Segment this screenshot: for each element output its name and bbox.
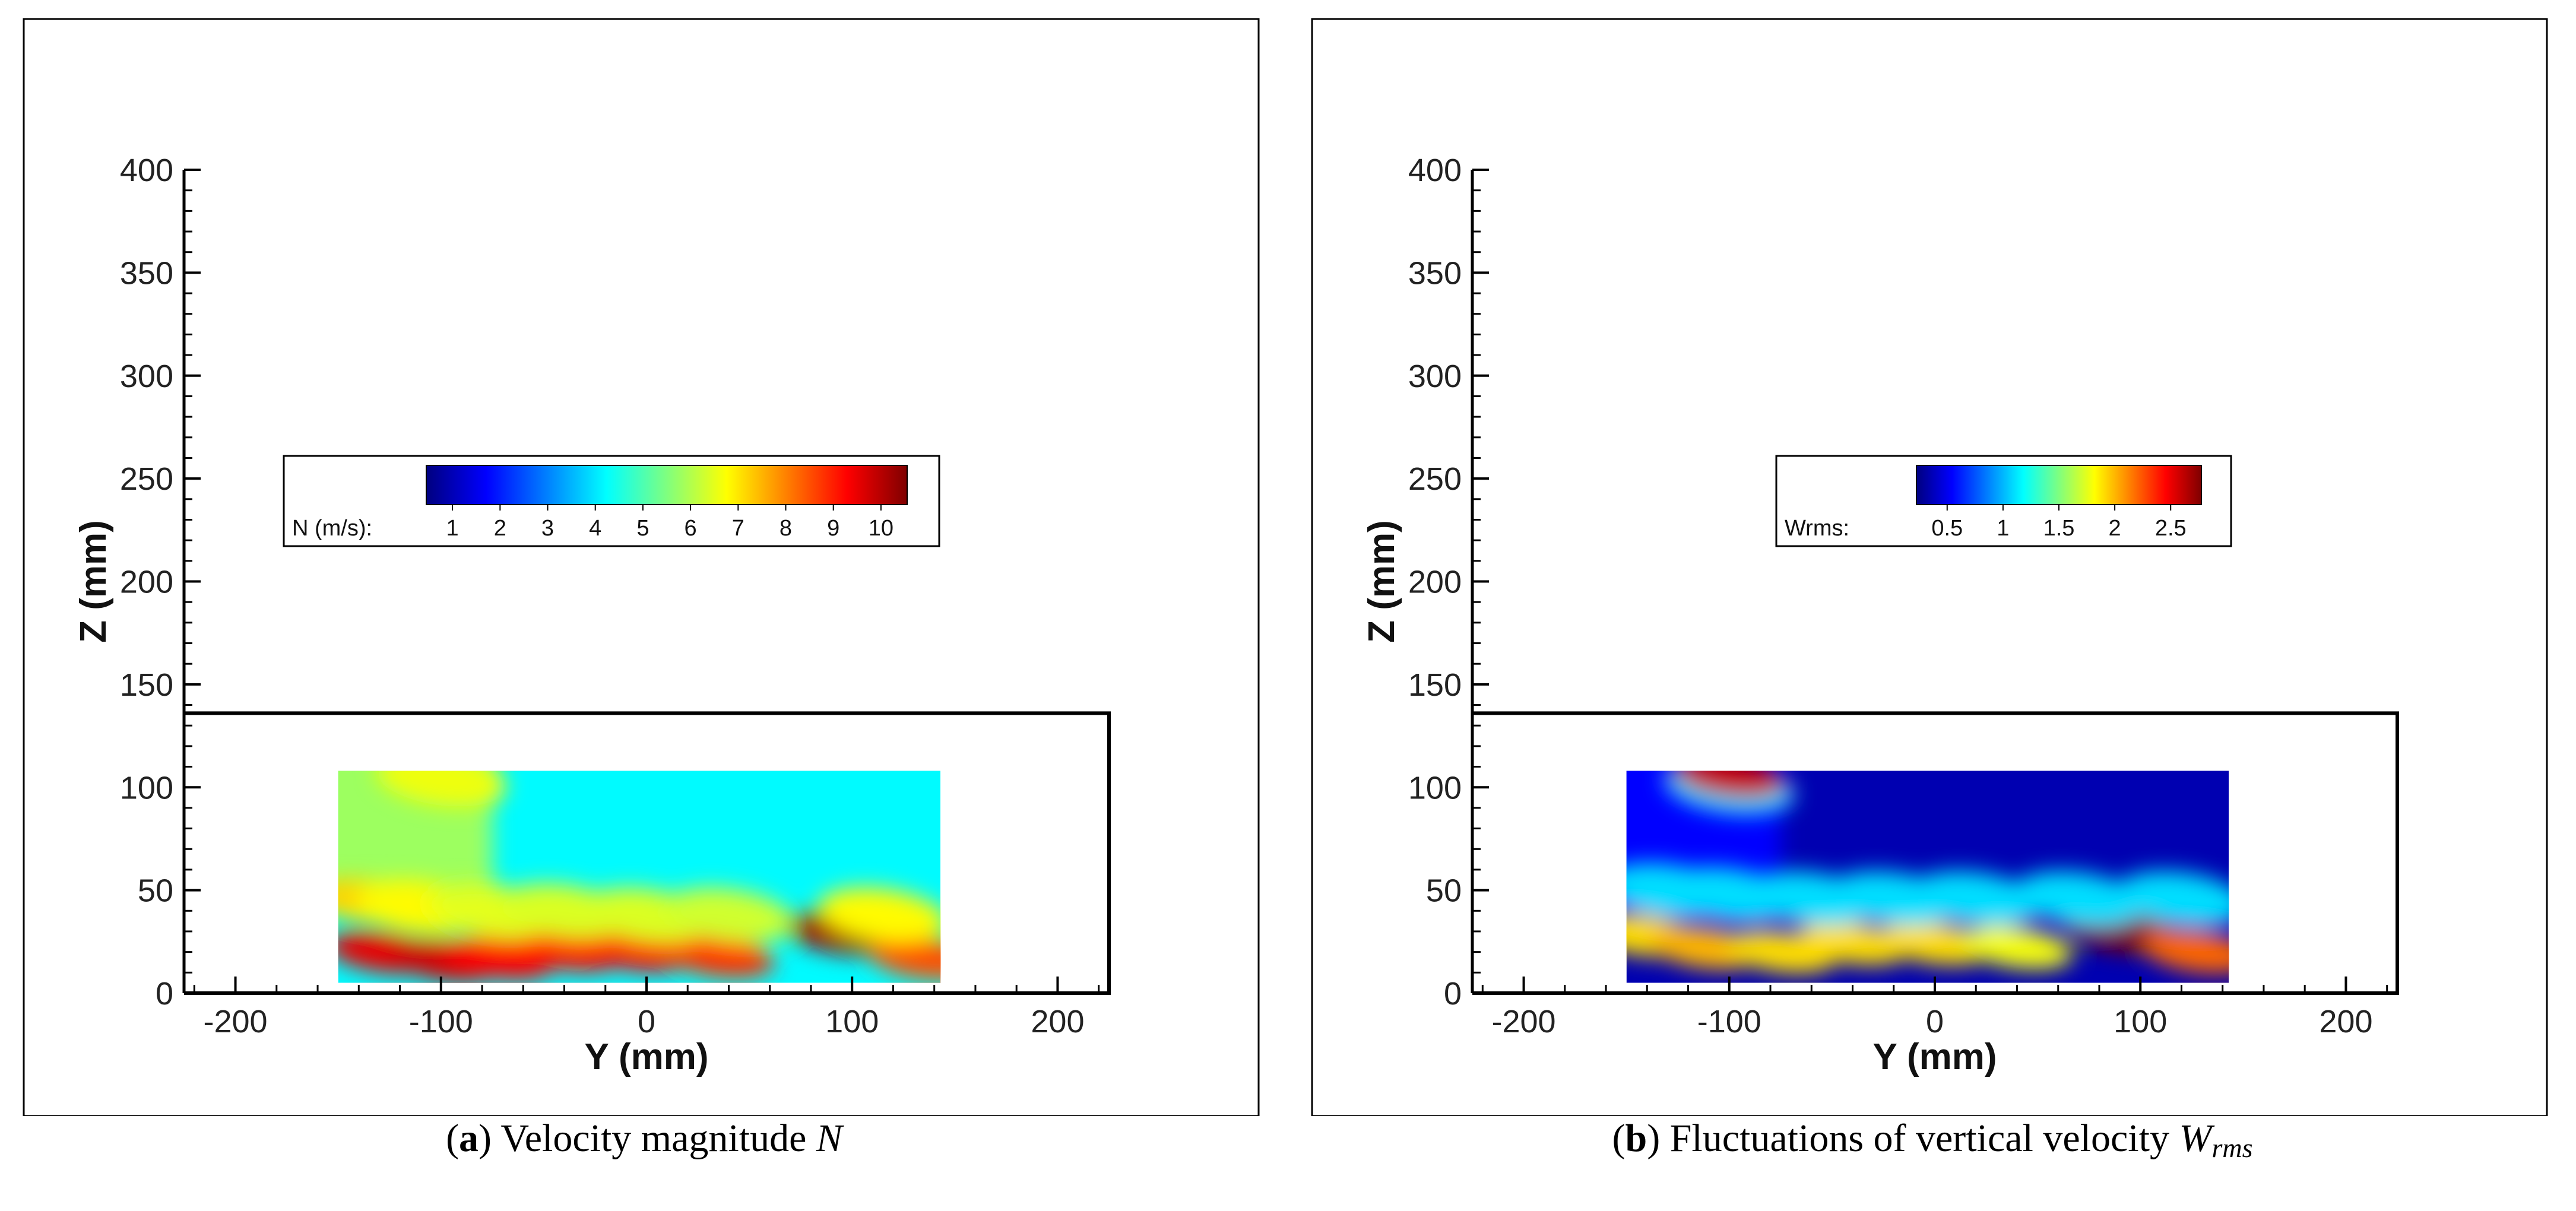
z-axis-title: Z (mm): [1361, 520, 1402, 643]
z-tick-label: 150: [1408, 667, 1462, 703]
caption-a-var: N: [816, 1117, 842, 1160]
colorbar-tick-label: 1: [446, 516, 459, 541]
caption-b-var: W: [2179, 1117, 2212, 1160]
colorbar-tick-label: 2.5: [2155, 516, 2187, 541]
field-blob: [818, 887, 941, 943]
z-tick-label: 50: [1426, 873, 1462, 909]
figure-frame: [23, 18, 1260, 1116]
caption-b-label: b: [1625, 1117, 1647, 1160]
caption-a-text: Velocity magnitude: [500, 1117, 807, 1160]
colorbar-tick-label: 3: [541, 516, 554, 541]
legend-title: N (m/s):: [292, 516, 372, 541]
y-tick-label: -200: [1492, 1004, 1556, 1039]
colorbar-tick-label: 0.5: [1931, 516, 1963, 541]
y-tick-label: 0: [1926, 1004, 1944, 1039]
field-blob: [664, 887, 794, 943]
contour-field: [1626, 771, 2229, 983]
field-blob: [868, 936, 941, 980]
x-axis-title: Y (mm): [1872, 1036, 1997, 1077]
z-axis-title: Z (mm): [73, 520, 114, 643]
contour-field: [338, 771, 941, 983]
z-tick-label: 300: [120, 359, 173, 394]
y-tick-label: 100: [2114, 1004, 2167, 1039]
y-tick-label: 200: [2319, 1004, 2372, 1039]
colorbar-tick-label: 9: [827, 516, 839, 541]
field-blob: [1911, 871, 2041, 926]
colorbar-tick-label: 7: [732, 516, 744, 541]
field-blob: [1878, 922, 1991, 965]
z-tick-label: 400: [120, 153, 173, 188]
z-tick-label: 150: [120, 667, 173, 703]
colorbar-tick-label: 5: [636, 516, 649, 541]
y-tick-label: 100: [825, 1004, 879, 1039]
field-blobs: [1626, 771, 2229, 974]
y-tick-label: -200: [204, 1004, 268, 1039]
colorbar-tick-label: 2: [494, 516, 506, 541]
chart-vertical-fluctuations: 0 50 100 150 200 250 300 350 400 -200 -100 0 100 200 Y…: [1311, 18, 2548, 1116]
caption-a: (a) Velocity magnitude N: [446, 1117, 842, 1160]
colorbar: [426, 465, 908, 505]
colorbar-tick-label: 6: [685, 516, 697, 541]
x-axis-title: Y (mm): [584, 1036, 708, 1077]
z-tick-label: 50: [138, 873, 173, 909]
z-tick-label: 250: [1408, 461, 1462, 497]
field-blob: [2116, 871, 2229, 926]
z-tick-label: 350: [1408, 255, 1462, 291]
field-blob: [1961, 926, 2073, 969]
panel-velocity-magnitude: 0 50 100 150 200 250 300 350 400 -200 -100 0 100 200 Y…: [23, 18, 1260, 1160]
colorbar-tick-label: 8: [780, 516, 792, 541]
z-tick-label: 100: [1408, 770, 1462, 806]
colorbar-tick-label: 4: [589, 516, 601, 541]
z-tick-label: 0: [1444, 976, 1462, 1012]
chart-velocity-magnitude: 0 50 100 150 200 250 300 350 400 -200 -100 0 100 200 Y…: [23, 18, 1260, 1116]
field-blob: [2014, 871, 2144, 926]
panel-vertical-fluctuations: 0 50 100 150 200 250 300 350 400 -200 -100 0 100 200 Y…: [1288, 0, 2576, 1211]
figure-frame: [1311, 18, 2548, 1116]
z-tick-label: 200: [120, 565, 173, 600]
caption-b-sub: rms: [2211, 1133, 2253, 1163]
z-tick-label: 250: [120, 461, 173, 497]
z-tick-label: 300: [1408, 359, 1462, 394]
caption-b: (b) Fluctuations of vertical velocity Wr…: [1612, 1117, 2253, 1163]
field-blobs: [338, 771, 941, 982]
field-blob: [2141, 930, 2229, 974]
field-blob: [1673, 771, 1785, 799]
field-blob: [376, 771, 506, 807]
z-tick-label: 0: [156, 976, 173, 1012]
colorbar: [1916, 465, 2202, 505]
y-tick-label: -100: [1697, 1004, 1761, 1039]
z-tick-label: 100: [120, 770, 173, 806]
field-blob: [662, 934, 775, 978]
caption-b-text: Fluctuations of vertical velocity: [1669, 1117, 2169, 1160]
caption-a-label: a: [459, 1117, 479, 1160]
z-tick-label: 400: [1408, 153, 1462, 188]
y-tick-label: 0: [638, 1004, 655, 1039]
z-tick-label: 350: [120, 255, 173, 291]
y-tick-label: 200: [1031, 1004, 1084, 1039]
colorbar-tick-label: 2: [2109, 516, 2121, 541]
colorbar-tick-label: 1.5: [2043, 516, 2075, 541]
z-tick-label: 200: [1408, 565, 1462, 600]
colorbar-tick-label: 10: [869, 516, 893, 541]
legend-title: Wrms:: [1785, 516, 1849, 541]
y-tick-label: -100: [409, 1004, 473, 1039]
colorbar-tick-label: 1: [1997, 516, 2009, 541]
